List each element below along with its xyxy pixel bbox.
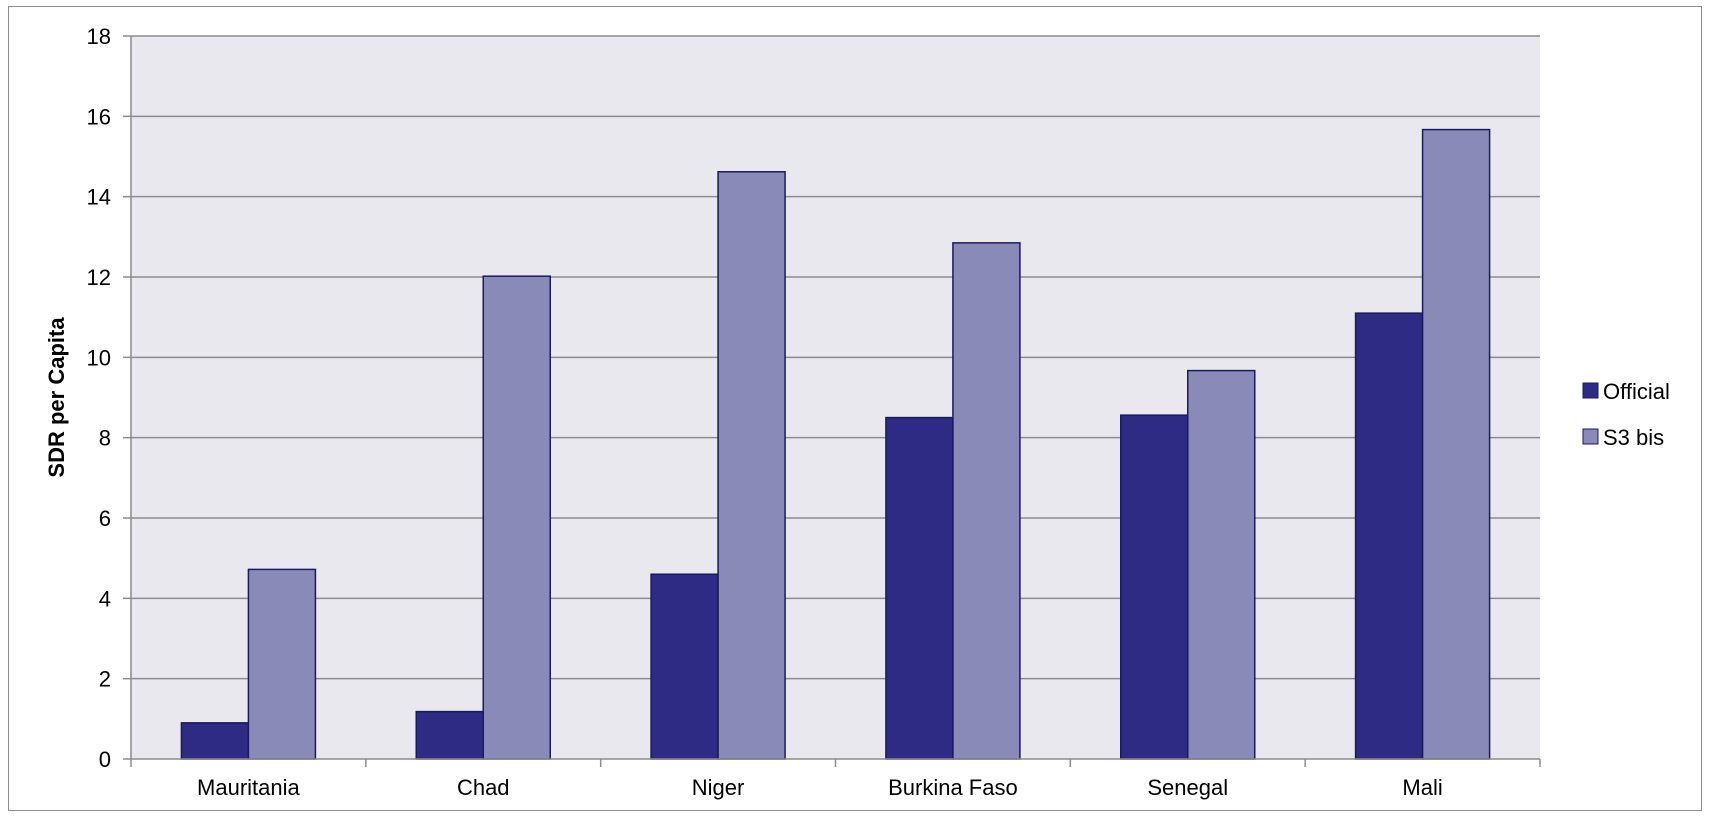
bar-official (415, 710, 484, 760)
bar-official (650, 573, 719, 760)
y-axis-title: SDR per Capita (44, 317, 69, 478)
bar-s3-bis (717, 171, 786, 760)
y-tick-label: 4 (99, 586, 111, 611)
y-tick-label: 6 (99, 506, 111, 531)
gridlines (131, 35, 1540, 680)
legend-swatch (1582, 428, 1599, 445)
bars (180, 128, 1491, 760)
bar-s3-bis (482, 275, 551, 760)
y-tick-label: 16 (87, 104, 111, 129)
x-tick-label: Niger (692, 775, 745, 800)
legend-swatch (1582, 382, 1599, 399)
legend: Official S3 bis (1582, 379, 1670, 450)
plot-area (131, 36, 1540, 759)
bar-official (1120, 414, 1189, 760)
bar-s3-bis (247, 568, 317, 760)
legend-label: Official (1603, 379, 1670, 404)
y-tick-label: 12 (87, 265, 111, 290)
y-tick-label: 8 (99, 426, 111, 451)
legend-label: S3 bis (1603, 425, 1664, 450)
bar-official (885, 416, 954, 760)
x-tick-label: Chad (457, 775, 510, 800)
bar-s3-bis (952, 242, 1021, 760)
x-tick-label: Burkina Faso (888, 775, 1018, 800)
y-tick-label: 18 (87, 24, 111, 49)
y-axis-ticks: 0 2 4 6 8 10 12 14 16 18 (87, 24, 131, 772)
bar-s3-bis (1421, 128, 1491, 760)
y-tick-label: 0 (99, 747, 111, 772)
x-tick-label: Mali (1402, 775, 1442, 800)
x-tick-label: Senegal (1147, 775, 1228, 800)
bar-official (180, 722, 250, 760)
x-tick-label: Mauritania (197, 775, 300, 800)
x-axis-ticks: Mauritania Chad Niger Burkina Faso Senegal Ma… (130, 759, 1541, 800)
y-tick-label: 2 (99, 667, 111, 692)
y-tick-label: 10 (87, 345, 111, 370)
y-tick-label: 14 (87, 185, 111, 210)
bar-s3-bis (1187, 369, 1256, 760)
bar-official (1354, 312, 1424, 760)
